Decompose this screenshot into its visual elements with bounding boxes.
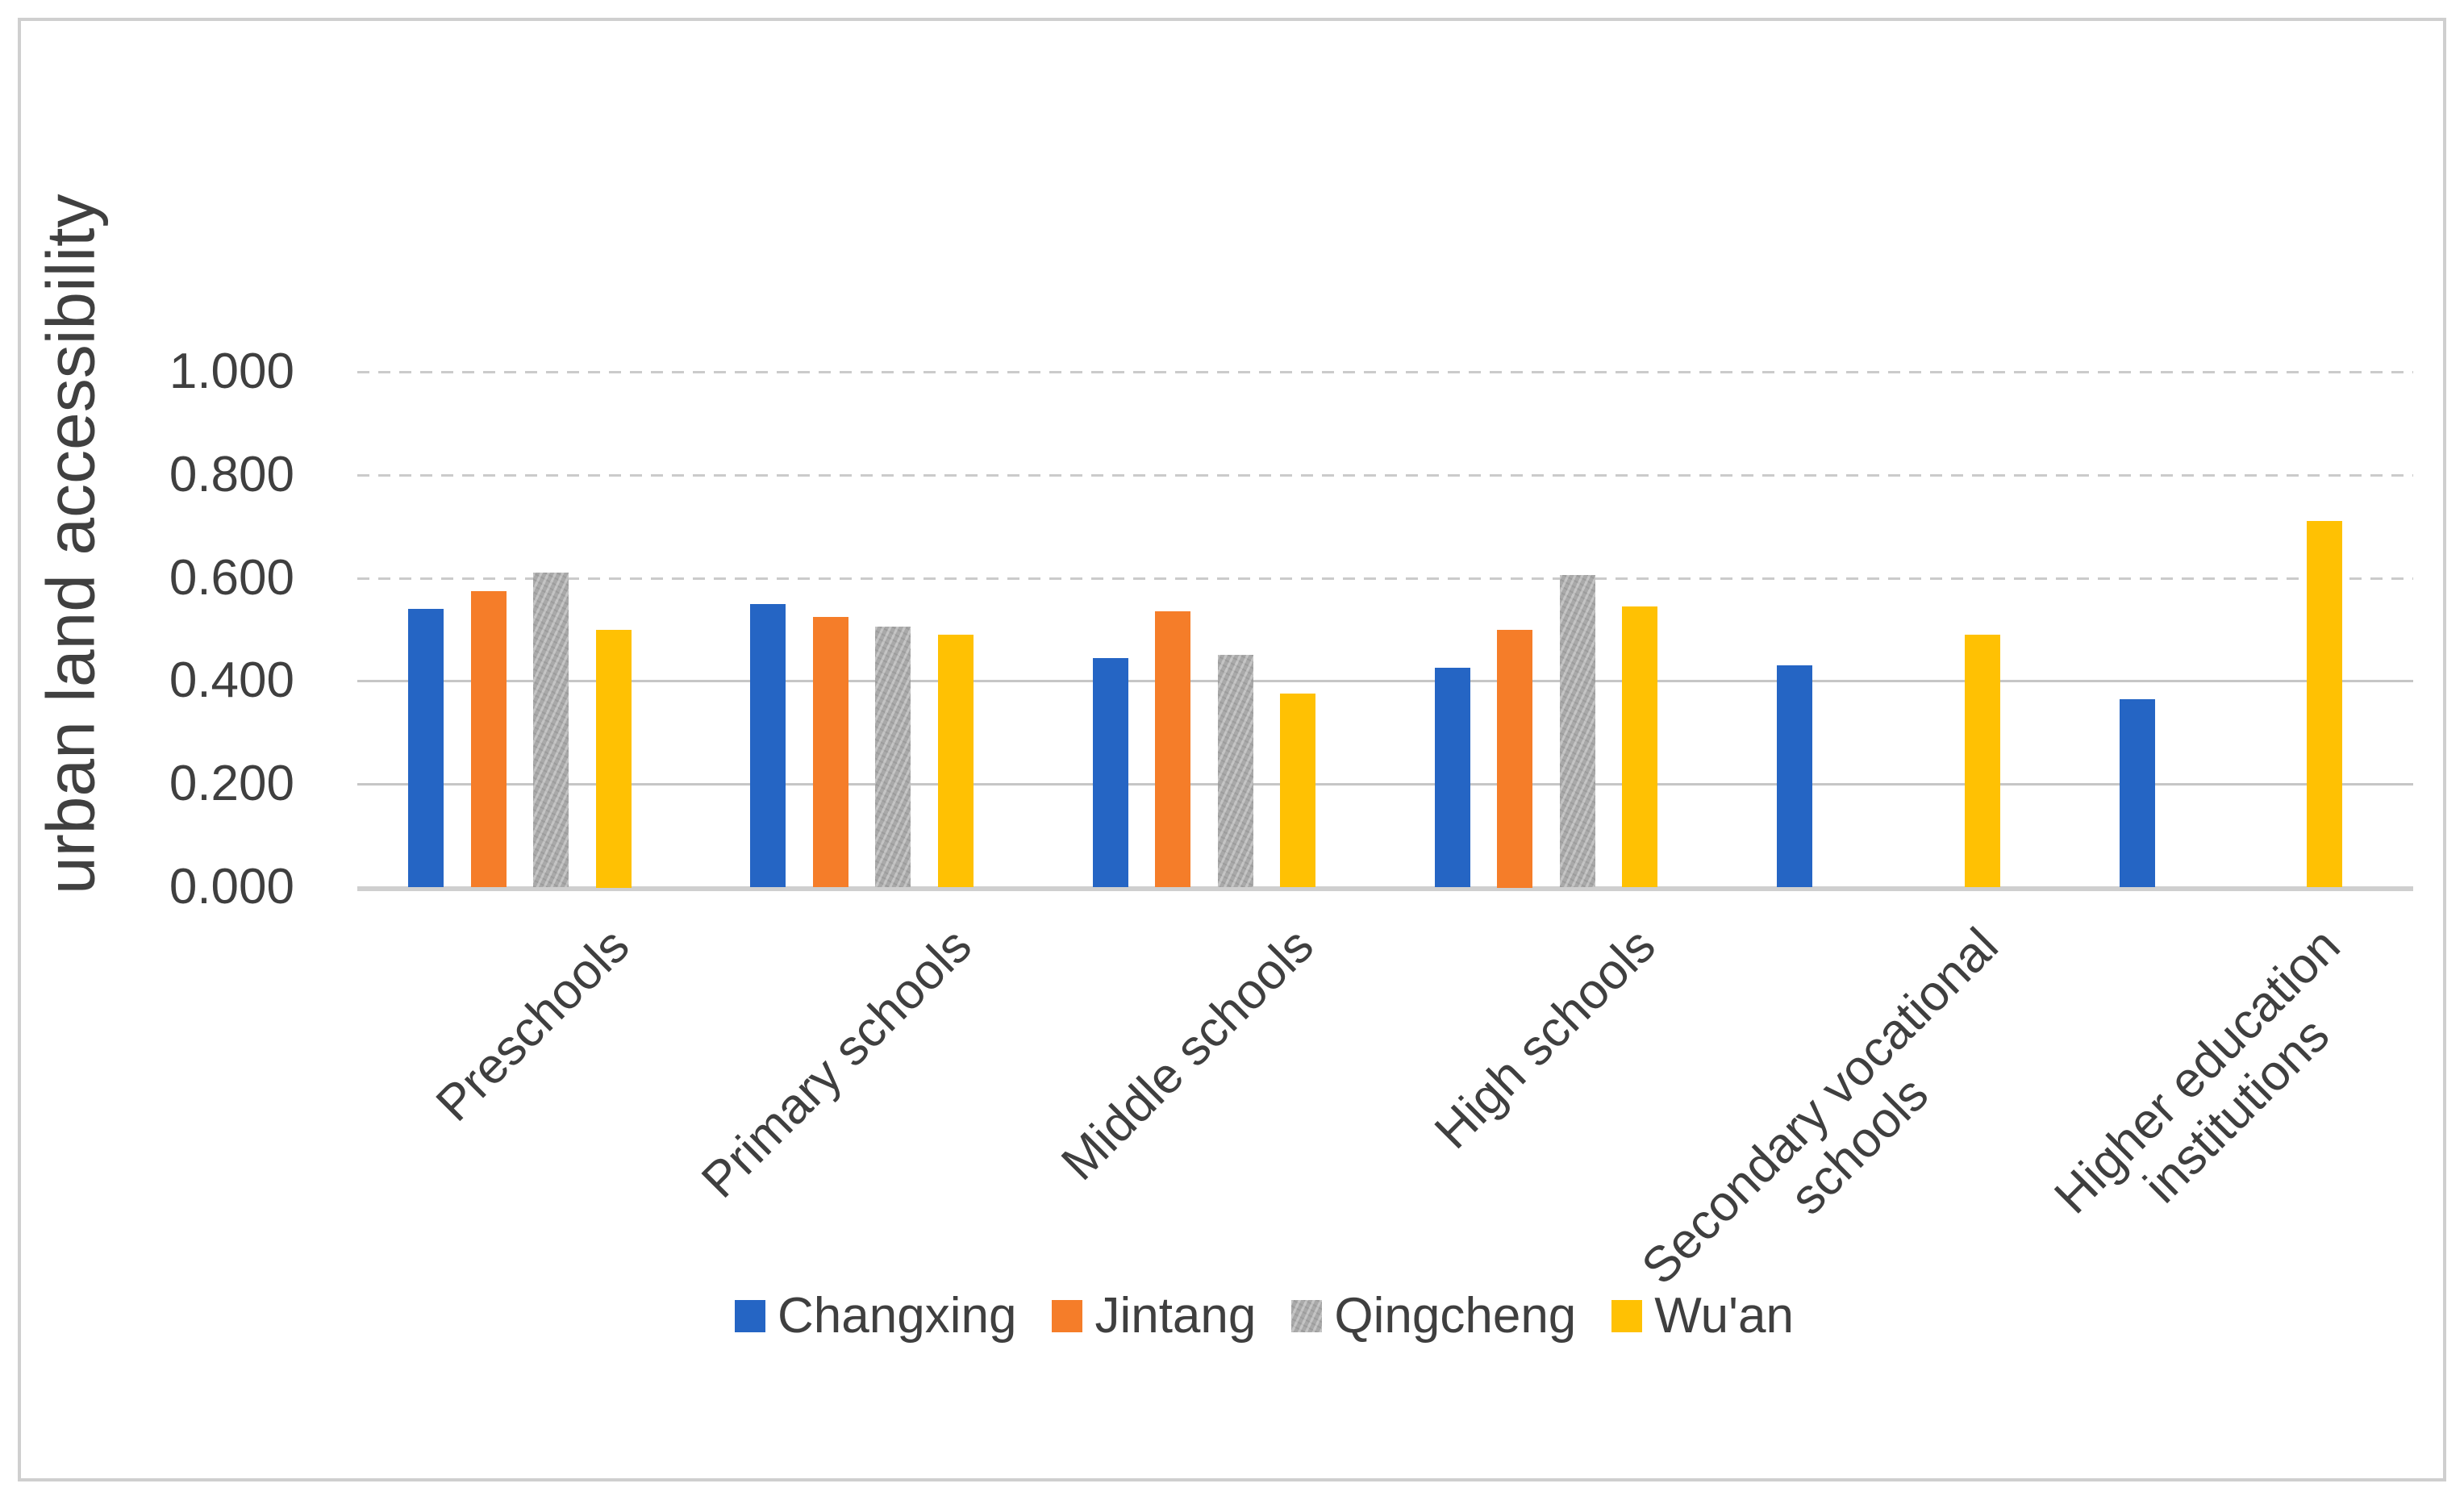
bar-changxing-middle-schools (1093, 658, 1128, 887)
bar-jintang-high-schools (1497, 630, 1532, 888)
bar-changxing-secondary-vocational (1777, 665, 1812, 887)
legend-item-qingcheng: Qingcheng (1291, 1287, 1576, 1344)
x-category-label-high-schools: High schools (1424, 918, 1666, 1160)
legend-swatch-qingcheng (1291, 1299, 1323, 1332)
bar-qingcheng-preschools (533, 573, 569, 887)
gridline (357, 680, 2413, 683)
legend: Changxing Jintang Qingcheng Wu'an (32, 1287, 2464, 1344)
legend-label-qingcheng: Qingcheng (1334, 1288, 1577, 1344)
bar-changxing-high-schools (1435, 668, 1470, 887)
x-axis-line (357, 886, 2413, 891)
y-tick-label: 0.400 (169, 652, 294, 709)
x-category-label-higher-education: Higher education institutions (2044, 918, 2351, 1225)
bar-qingcheng-middle-schools (1218, 655, 1253, 887)
gridline (357, 577, 2413, 580)
gridline (357, 473, 2413, 477)
bar-jintang-primary-schools (813, 617, 848, 887)
bar-wu-an-high-schools (1622, 606, 1657, 887)
bar-wu-an-middle-schools (1280, 694, 1315, 887)
x-category-label-preschools: Preschools (425, 918, 640, 1132)
y-tick-label: 0.200 (169, 756, 294, 812)
bar-changxing-higher-education (2120, 699, 2155, 887)
y-tick-label: 0.000 (169, 859, 294, 915)
bar-qingcheng-primary-schools (875, 627, 911, 887)
y-tick-label: 0.600 (169, 549, 294, 606)
bar-wu-an-higher-education (2307, 521, 2342, 887)
legend-label-jintang: Jintang (1094, 1288, 1257, 1344)
x-category-label-primary-schools: Primary schools (690, 918, 982, 1209)
legend-label-changxing: Changxing (778, 1288, 1017, 1344)
x-category-label-middle-schools: Middle schools (1050, 918, 1324, 1191)
bar-jintang-middle-schools (1155, 611, 1190, 887)
bar-qingcheng-high-schools (1560, 575, 1595, 887)
bar-wu-an-primary-schools (938, 635, 974, 887)
legend-item-jintang: Jintang (1052, 1287, 1256, 1344)
bar-changxing-primary-schools (750, 604, 786, 887)
bar-jintang-preschools (471, 591, 507, 887)
legend-item-changxing: Changxing (735, 1287, 1016, 1344)
y-tick-label: 1.000 (169, 344, 294, 399)
gridline (357, 783, 2413, 786)
gridline (357, 371, 2413, 373)
y-tick-label: 0.800 (169, 446, 294, 502)
x-category-label-secondary-vocational: Secondary vocational schools (1631, 918, 2009, 1295)
bar-wu-an-preschools (596, 630, 632, 888)
legend-label-wu-an: Wu'an (1654, 1288, 1794, 1344)
legend-swatch-changxing (735, 1299, 766, 1332)
legend-swatch-jintang (1052, 1299, 1083, 1332)
bar-wu-an-secondary-vocational (1965, 635, 2000, 887)
legend-item-wu-an: Wu'an (1611, 1287, 1794, 1344)
legend-swatch-wu-an (1611, 1299, 1643, 1332)
bar-changxing-preschools (408, 609, 444, 887)
